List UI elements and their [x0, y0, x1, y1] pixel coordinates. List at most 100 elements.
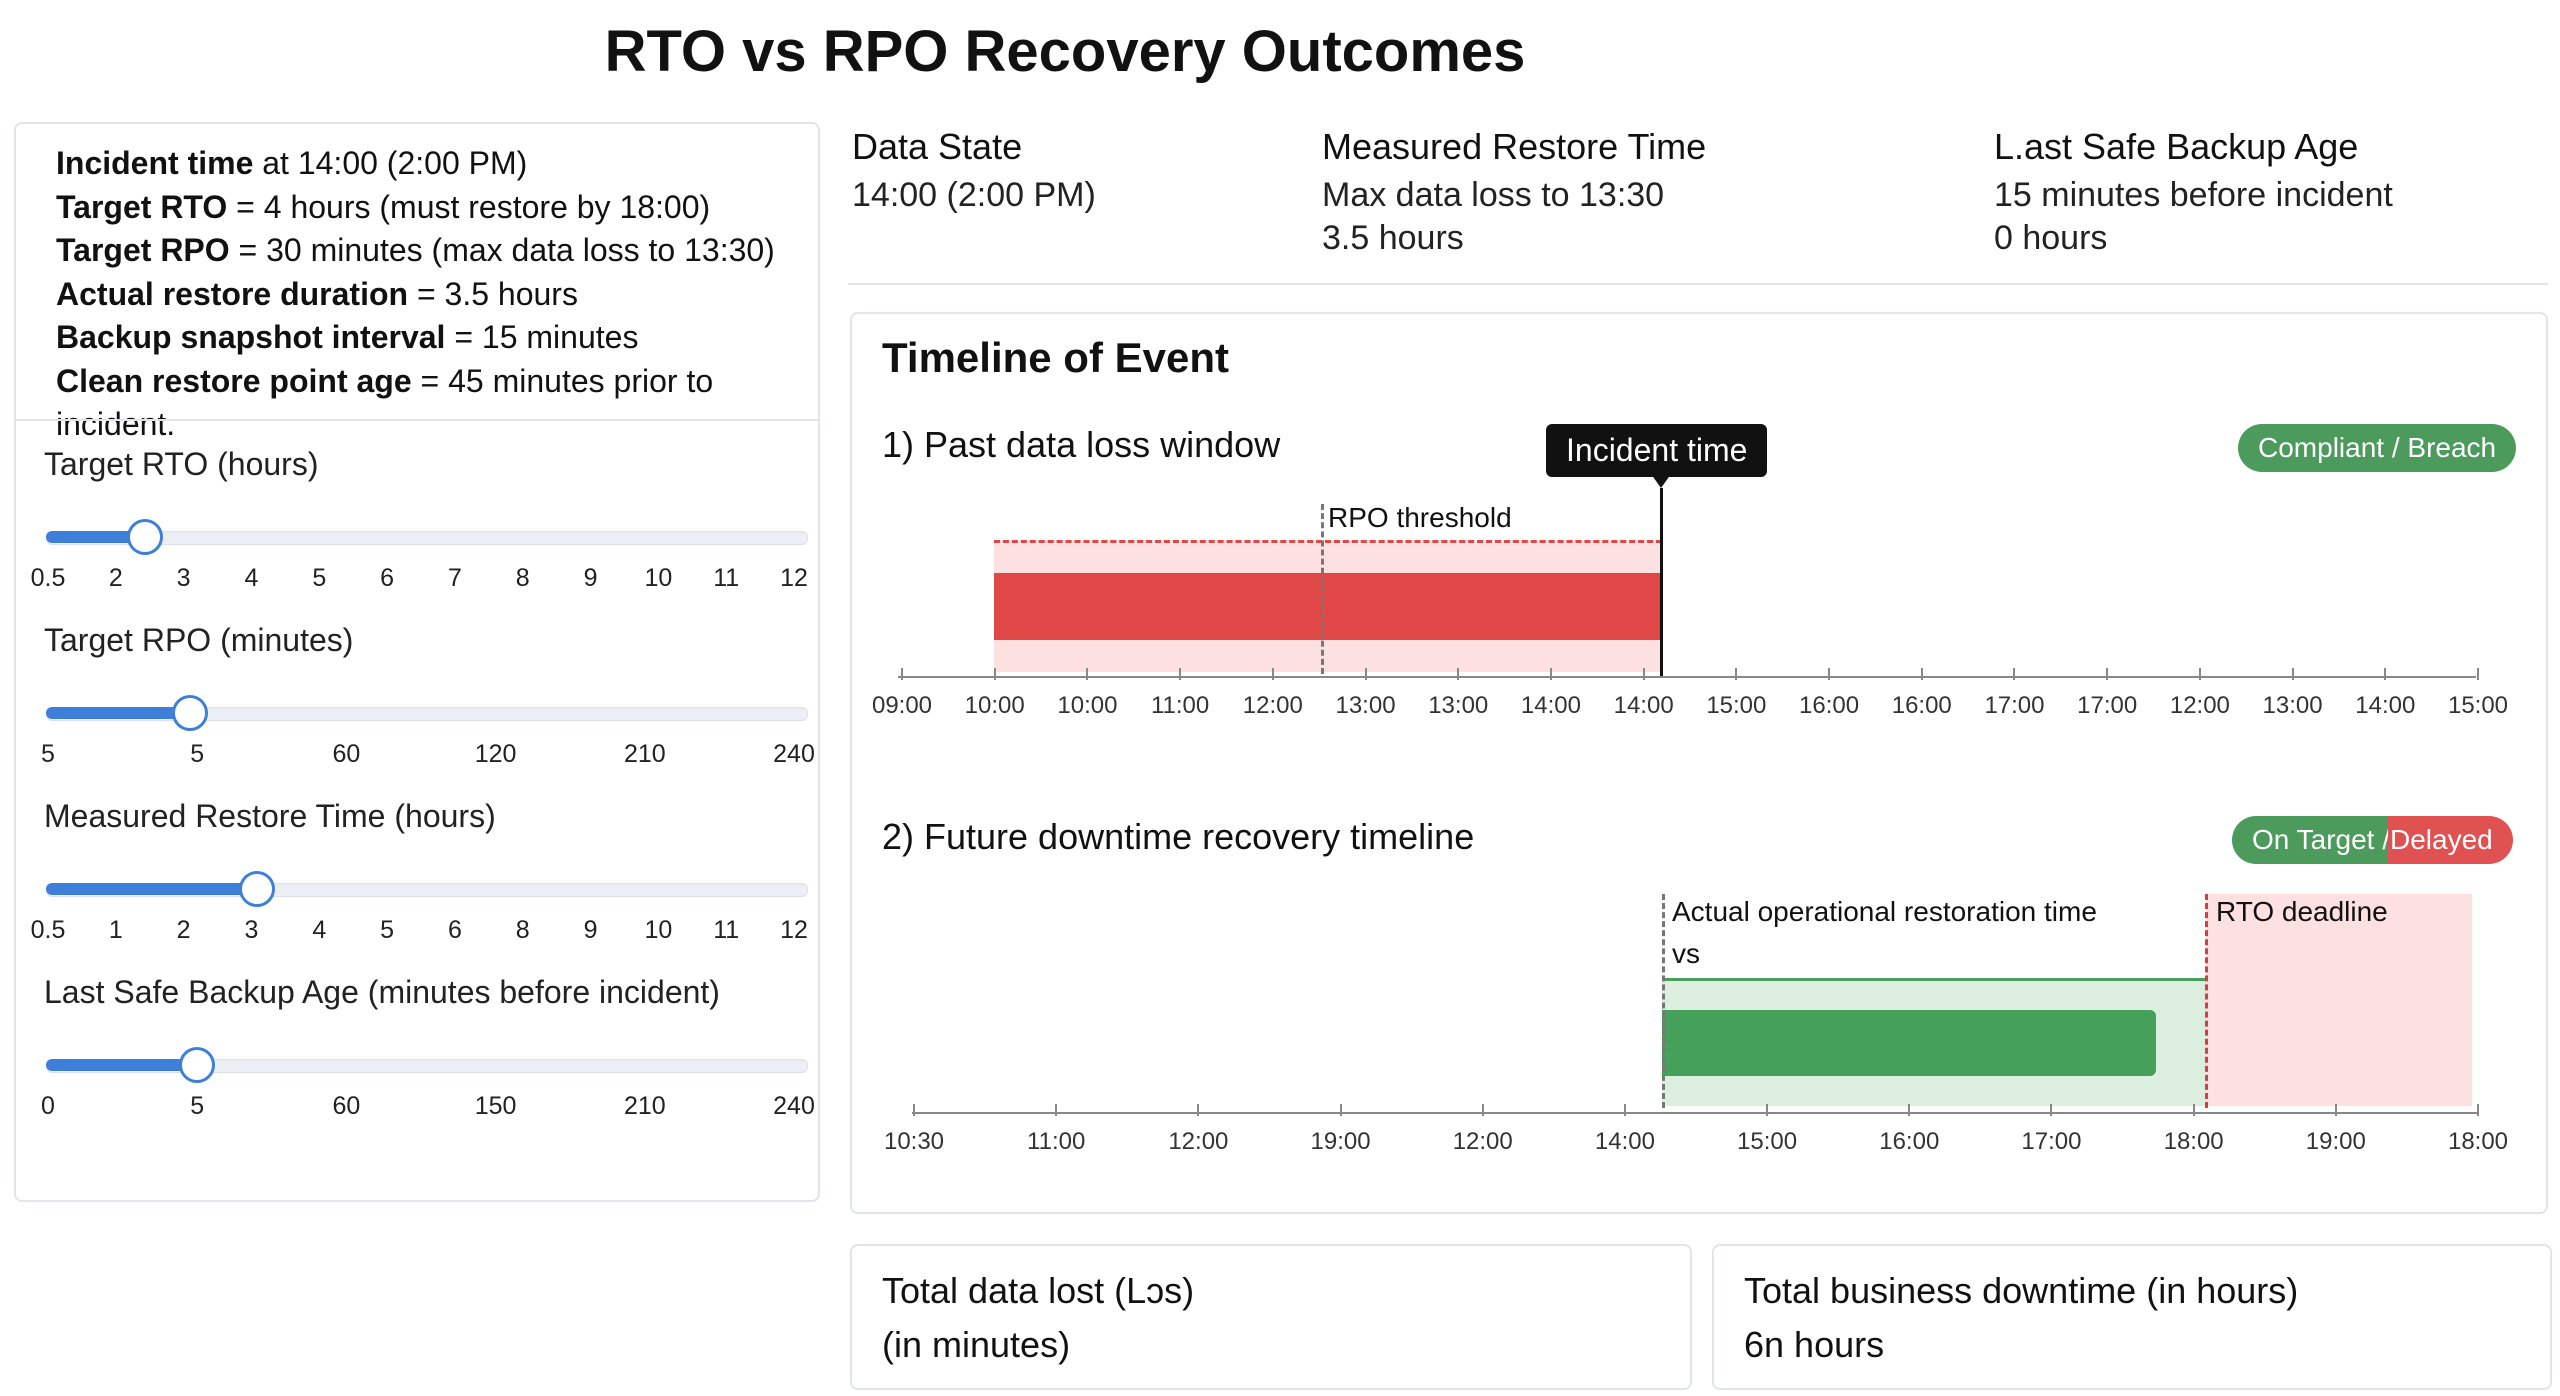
- slider-tick-label: 4: [244, 564, 259, 592]
- incident-info: Incident time at 14:00 (2:00 PM) Target …: [56, 142, 818, 447]
- rto-deadline-label: RTO deadline: [2216, 896, 2388, 927]
- slider-tick-label: 10: [644, 564, 673, 592]
- axis-label: 11:00: [1150, 692, 1210, 719]
- slider-tick-label: 240: [773, 1092, 815, 1120]
- axis-label: 14:00: [1520, 692, 1581, 719]
- total-data-lost-unit: (in minutes): [882, 1324, 1071, 1365]
- axis-tick: [1364, 668, 1367, 680]
- slider-thumb[interactable]: [171, 695, 208, 731]
- slider-fill: [46, 1059, 198, 1071]
- axis-label: 10:00: [1057, 692, 1118, 719]
- axis-tick: [1055, 1104, 1058, 1116]
- axis-tick: [2050, 1104, 2053, 1116]
- total-data-lost-card: Total data lost (Lɔs) (in minutes): [850, 1244, 1692, 1390]
- slider-tick-label: 2: [176, 916, 191, 944]
- axis-label: 09:00: [871, 692, 933, 719]
- slider-tick-label: 150: [474, 1092, 517, 1120]
- summary-backup-age: L.ast Safe Backup Age 15 minutes before …: [1994, 126, 2393, 258]
- rpo-threshold-line: [994, 540, 1662, 543]
- slider-tick-label: 2: [108, 564, 123, 592]
- axis-label: 14:00: [1613, 692, 1674, 719]
- axis-label: 10:30: [883, 1128, 945, 1155]
- incident-pointer-icon: [1651, 474, 1671, 488]
- summary-value: 0 hours: [1994, 219, 2108, 257]
- past-section-title: 1) Past data loss window: [882, 424, 1281, 465]
- axis-tick: [1908, 1104, 1911, 1116]
- slider-tick-label: 9: [583, 564, 598, 592]
- total-data-lost-label: Total data lost (Lɔs): [882, 1270, 1195, 1311]
- slider-tick-label: 60: [332, 740, 361, 768]
- axis-label: 17:00: [2077, 692, 2138, 719]
- axis-tick: [1735, 668, 1738, 680]
- restoration-label: Actual operational restoration time: [1672, 896, 2097, 927]
- slider-thumb[interactable]: [179, 1047, 216, 1083]
- slider-thumb[interactable]: [126, 519, 163, 555]
- summary-heading: Data State: [852, 126, 1023, 167]
- compliance-status-badge: Compliant / Breach: [2238, 424, 2517, 472]
- slider-tick-label: 210: [623, 740, 666, 768]
- summary-data-state: Data State 14:00 (2:00 PM): [852, 126, 1096, 215]
- timeline-card: [850, 312, 2548, 1214]
- slider-label: Target RPO (minutes): [44, 622, 354, 658]
- axis-label: 12:00: [1452, 1128, 1513, 1155]
- axis-tick: [901, 668, 903, 680]
- info-line: Actual restore duration = 3.5 hours: [56, 275, 578, 312]
- slider-tick-label: 8: [515, 916, 530, 944]
- axis-tick: [2106, 668, 2109, 680]
- axis-tick: [1549, 668, 1552, 680]
- axis-label: 14:00: [2355, 692, 2416, 719]
- slider-tick-label: 8: [515, 564, 530, 592]
- summary-restore-time: Measured Restore Time Max data loss to 1…: [1322, 126, 1706, 258]
- rto-deadline-marker: [2205, 894, 2208, 1108]
- slider-fill: [46, 883, 257, 895]
- axis-label: 16:00: [1799, 692, 1860, 719]
- axis-tick: [1457, 668, 1460, 680]
- status-separator: /: [2374, 824, 2391, 855]
- axis-label: 19:00: [1310, 1128, 1371, 1155]
- incident-marker: [1662, 894, 1665, 1108]
- axis-label: 18:00: [2447, 1128, 2509, 1155]
- slider-tick-label: 12: [780, 564, 808, 592]
- past-axis: [898, 676, 2476, 678]
- axis-tick: [2334, 1104, 2337, 1116]
- slider-tick-label: 12: [780, 916, 808, 944]
- summary-value: Max data loss to 13:30: [1322, 176, 1665, 214]
- slider-tick-label: 5: [380, 916, 395, 944]
- slider-tick-label: 10: [644, 916, 673, 944]
- slider-thumb[interactable]: [238, 871, 275, 907]
- summary-heading: Measured Restore Time: [1322, 126, 1707, 167]
- slider-tick-label: 4: [312, 916, 327, 944]
- axis-tick: [2198, 668, 2201, 680]
- slider-tick-label: 6: [447, 916, 462, 944]
- axis-label: 17:00: [2021, 1128, 2082, 1155]
- rpo-threshold-marker: [1321, 504, 1324, 674]
- axis-label: 18:00: [2163, 1128, 2224, 1155]
- info-line: Incident time at 14:00 (2:00 PM): [56, 145, 528, 181]
- rpo-threshold-label: RPO threshold: [1328, 502, 1512, 533]
- slider-tick-label: 60: [332, 1092, 361, 1120]
- axis-tick: [1481, 1104, 1484, 1116]
- axis-tick: [913, 1104, 915, 1116]
- total-downtime-value: 6n hours: [1744, 1324, 1885, 1365]
- slider-tick-label: 120: [474, 740, 517, 768]
- future-axis: [912, 1112, 2478, 1114]
- slider-tick-label: 1: [108, 916, 123, 944]
- controls-panel: Incident time at 14:00 (2:00 PM) Target …: [14, 122, 820, 1202]
- slider-tick-label: 5: [41, 740, 55, 768]
- slider-tick-label: 5: [190, 1092, 205, 1120]
- axis-label: 10:00: [964, 692, 1025, 719]
- info-line: Target RTO = 4 hours (must restore by 18…: [56, 188, 711, 225]
- slider-tick-label: 0: [41, 1092, 55, 1120]
- slider-tick-label: 3: [244, 916, 259, 944]
- data-loss-bar: [994, 573, 1662, 640]
- axis-label: 12:00: [1168, 1128, 1229, 1155]
- slider-tick-label: 7: [447, 564, 462, 592]
- slider-tick-label: 5: [190, 740, 205, 768]
- slider-tick-label: 240: [773, 740, 815, 768]
- restore-window-line: [1662, 978, 2206, 981]
- axis-tick: [2477, 1104, 2479, 1116]
- axis-tick: [2013, 668, 2016, 680]
- axis-label: 16:00: [1879, 1128, 1940, 1155]
- slider-label: Target RTO (hours): [44, 446, 319, 482]
- timeline-title: Timeline of Event: [882, 334, 1229, 381]
